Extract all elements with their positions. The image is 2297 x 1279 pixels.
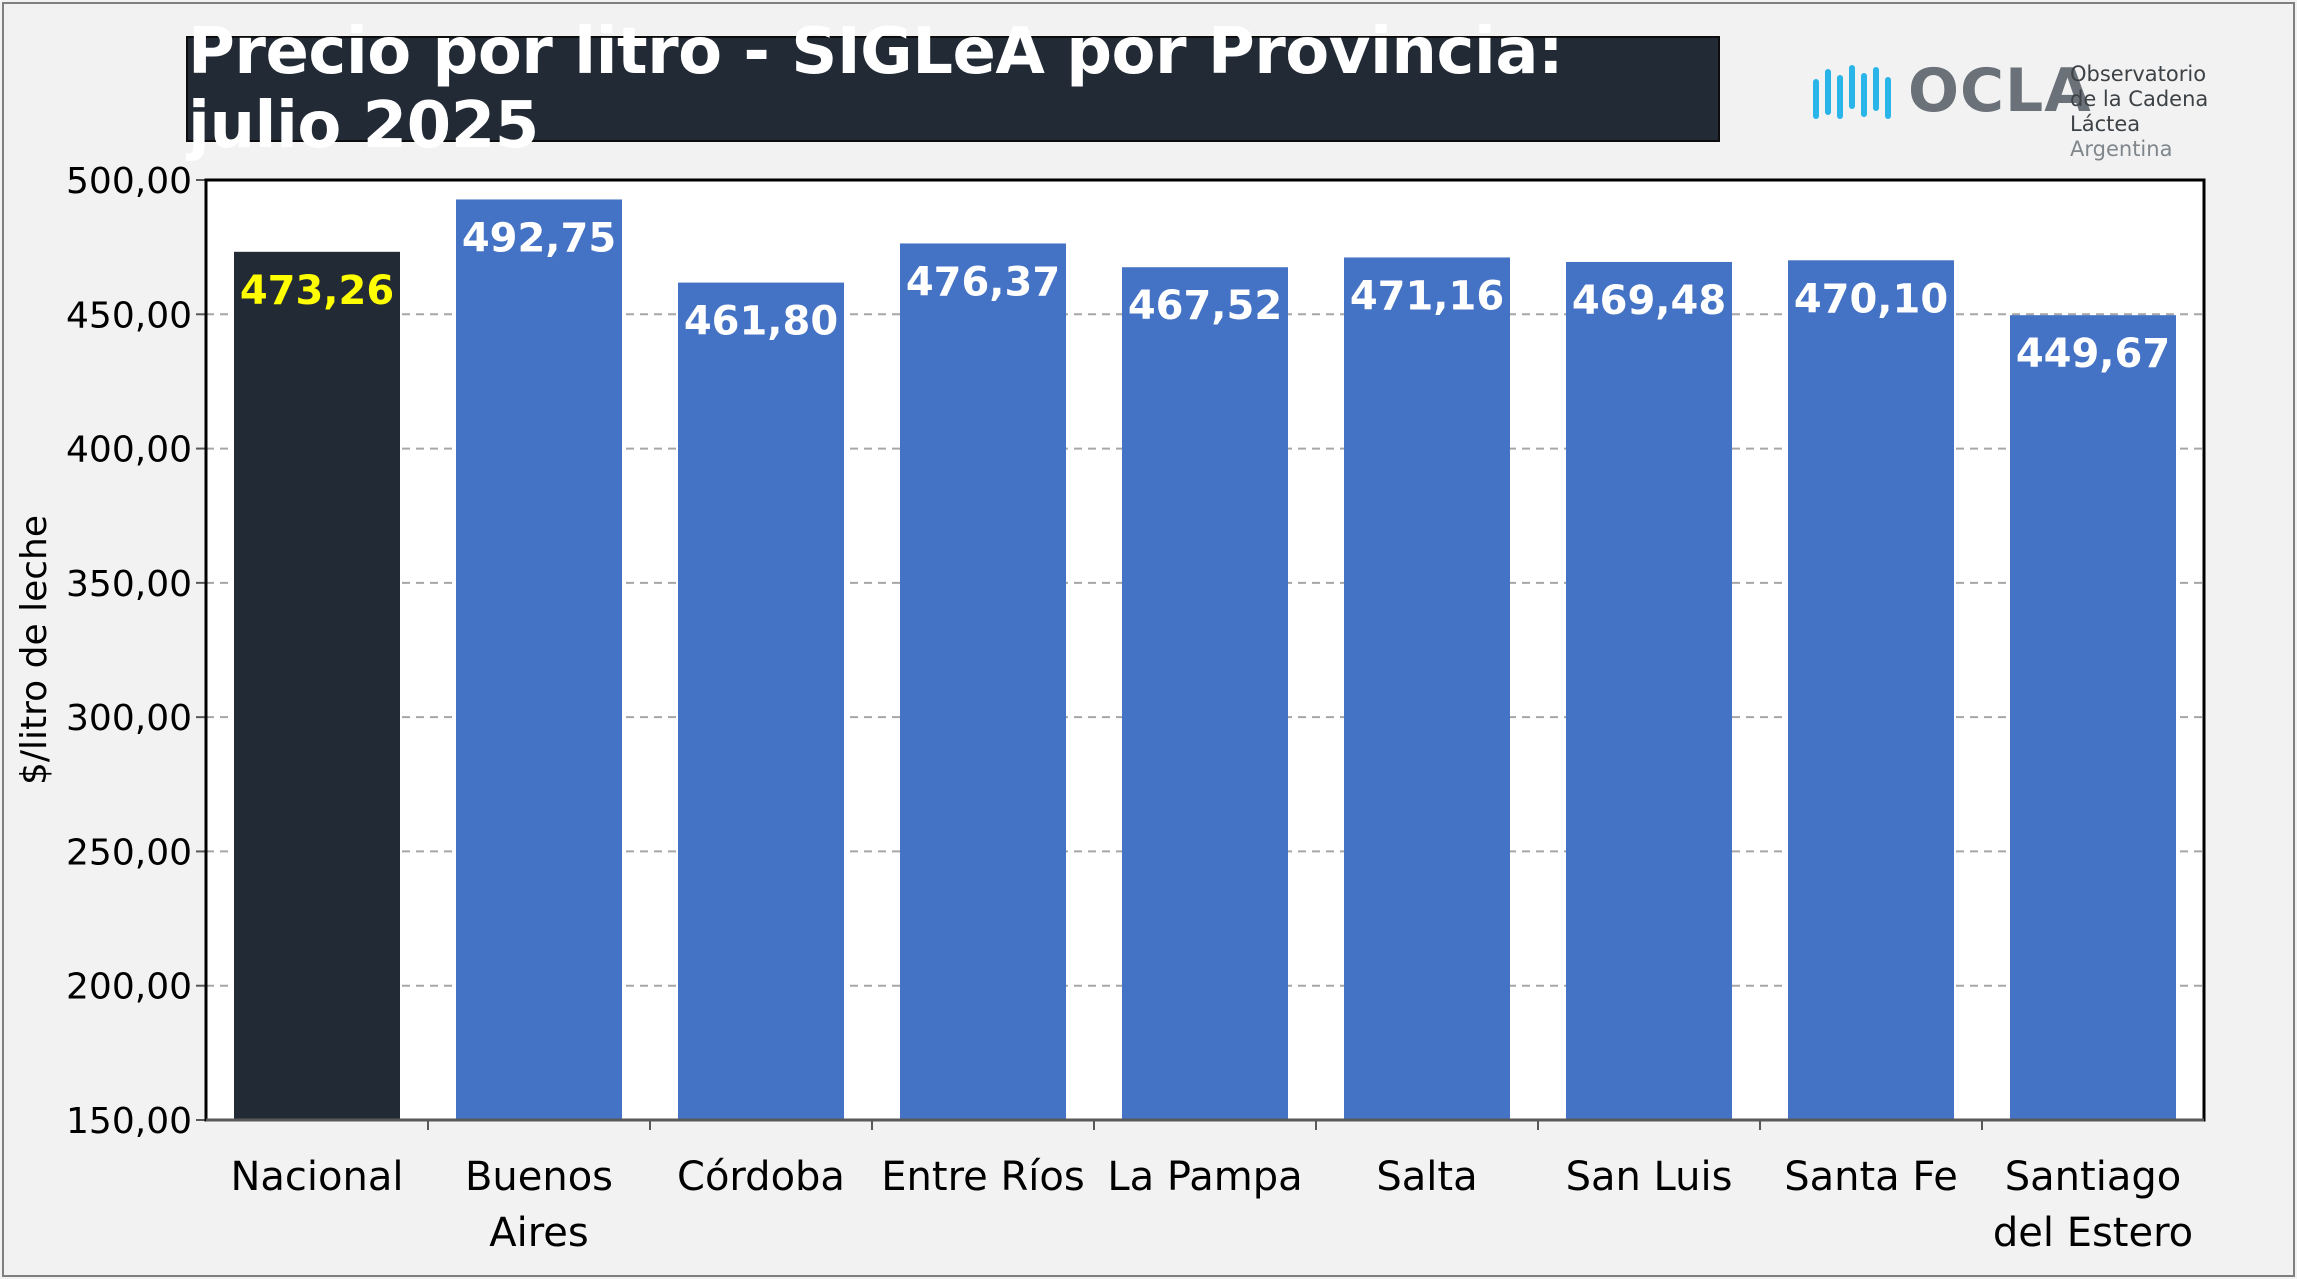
x-category-label: Nacional [231,1154,404,1200]
bar-value-label: 469,48 [1572,278,1726,324]
x-category-label: Santiago [2005,1154,2181,1200]
bar-value-label: 492,75 [462,215,616,261]
bar [1566,261,1732,1120]
y-axis-title: $/litro de leche [14,515,55,785]
bar-value-label: 467,52 [1128,283,1282,329]
bar [456,199,622,1120]
y-tick-label: 400,00 [66,430,192,471]
x-category-label: Buenos [465,1154,613,1200]
logo-wordmark: OCLA [1908,56,2092,126]
x-category-label: del Estero [1993,1210,2193,1256]
y-tick-label: 250,00 [66,832,192,873]
logo-subtitle: Observatorio de la Cadena Láctea Argenti… [2070,62,2280,162]
y-tick-label: 500,00 [66,161,192,202]
bar [900,243,1066,1120]
wave-bars-icon [1813,65,1891,119]
x-category-label: Aires [489,1210,589,1256]
bar [2010,315,2176,1120]
axes-layer [196,178,2206,1130]
y-tick-label: 350,00 [66,564,192,605]
x-category-label: Córdoba [677,1154,845,1200]
bar-value-label: 476,37 [906,259,1060,305]
chart-title: Precio por litro - SIGLeA por Provincia:… [188,15,1564,163]
x-category-label: Salta [1376,1154,1477,1200]
logo-country: Argentina [2070,137,2173,161]
x-category-label: La Pampa [1107,1154,1302,1200]
bar [1344,257,1510,1120]
x-category-label: San Luis [1566,1154,1733,1200]
logo-line-2: de la Cadena Láctea [2070,87,2209,136]
bar [234,251,400,1121]
bars-layer [234,199,2176,1121]
y-tick-label: 450,00 [66,295,192,336]
bar [1122,267,1288,1120]
ocla-logo: OCLA Observatorio de la Cadena Láctea Ar… [1810,56,2280,161]
bar [678,282,844,1120]
labels-layer: 150,00 200,00 250,00 300,00 350,00 400,00 450,… [14,161,2193,1256]
bar [1788,260,1954,1120]
y-tick-label: 150,00 [66,1101,192,1142]
bar-value-label: 470,10 [1794,276,1948,322]
x-category-label: Entre Ríos [881,1154,1084,1200]
chart-title-box: Precio por litro - SIGLeA por Provincia:… [186,15,1720,163]
y-tick-label: 300,00 [66,698,192,739]
y-tick-label: 200,00 [66,967,192,1008]
bar-value-label: 471,16 [1350,273,1504,319]
bar-value-label: 461,80 [684,299,838,345]
logo-line-1: Observatorio [2070,62,2207,86]
bar-value-label: 473,26 [240,268,394,314]
x-category-label: Santa Fe [1784,1154,1958,1200]
bar-value-label: 449,67 [2016,331,2170,377]
